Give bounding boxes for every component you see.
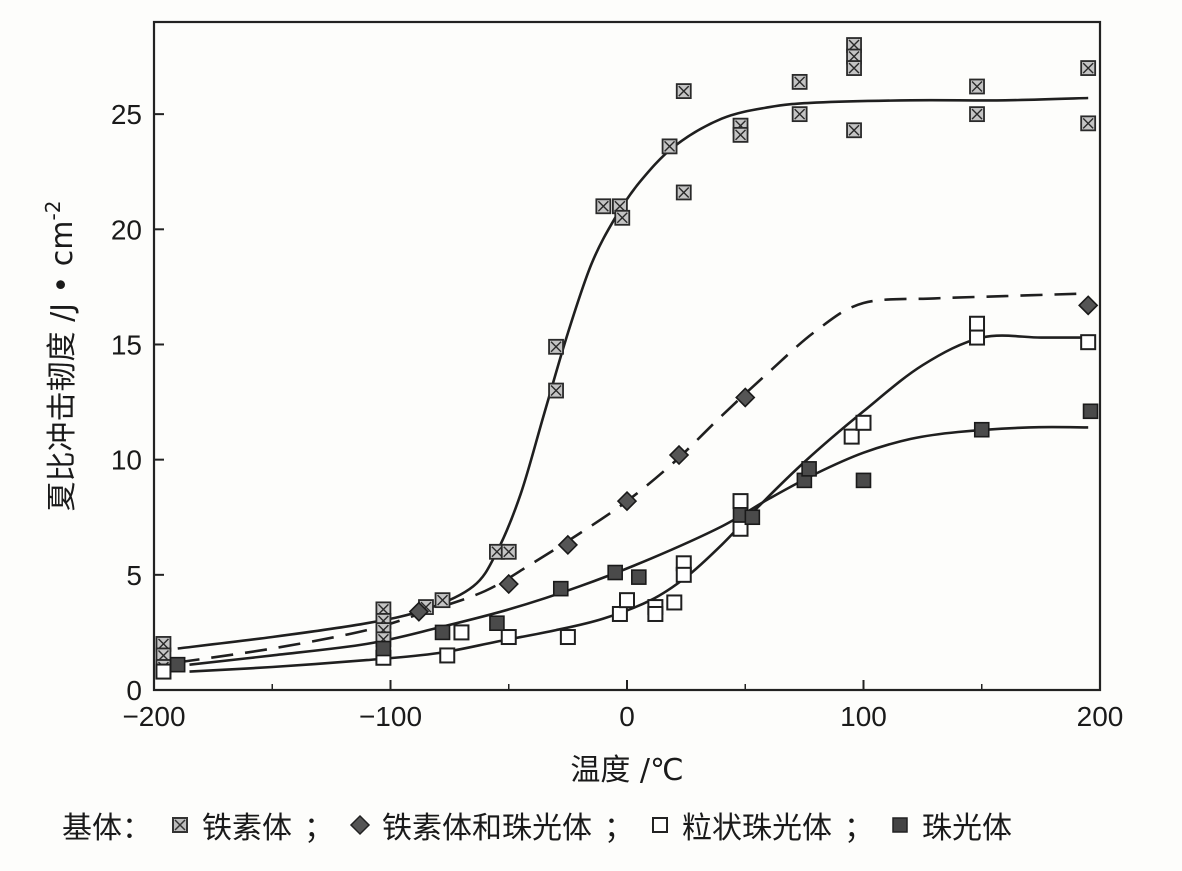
data-point-3 [744,509,761,526]
y-axis-label-dot: • [45,266,80,303]
data-point-0 [500,543,517,560]
data-point-2 [969,315,986,332]
crossed-square-marker-icon [172,817,188,833]
legend-label: 铁素体 [202,811,292,846]
data-point-0 [595,198,612,215]
data-point-0 [155,636,172,652]
data-point-1 [616,490,638,512]
data-point-0 [675,83,692,100]
legend-item-ferrite-pearlite: 铁素体和珠光体 ； [348,803,634,847]
y-axis-label-unit: cm [45,220,80,266]
x-tick-label: 100 [840,701,887,732]
legend-item-pearlite: 珠光体 [888,803,1012,847]
data-point-2 [1080,334,1097,351]
legend-separator: ； [844,811,874,846]
data-point-0 [548,338,564,355]
data-point-3 [855,472,872,489]
data-point-1 [557,534,579,556]
legend-item-granular-pearlite: 粒状珠光体 ； [648,803,874,847]
data-point-1 [1078,295,1099,316]
data-point-2 [675,566,692,583]
data-point-2 [843,428,860,445]
y-tick-label: 25 [111,99,142,130]
legend-separator: ； [604,811,634,846]
y-tick-label: 20 [111,214,142,245]
data-point-2 [732,493,749,510]
x-axis-label: 温度 /℃ [570,753,683,788]
x-tick-label: 200 [1077,701,1124,732]
data-point-0 [1080,60,1097,76]
data-point-2 [969,329,986,346]
data-point-2 [559,629,576,646]
y-axis-label-exp: -2 [41,201,65,221]
legend-lead: 基体： [62,811,152,846]
diamond-marker-icon [349,814,371,836]
data-point-0 [434,592,451,609]
open-square-marker-icon [652,817,668,833]
plot-border [152,20,1102,692]
data-point-3 [489,615,505,632]
data-point-1 [735,387,756,408]
data-point-0 [1080,115,1097,132]
data-point-0 [846,60,862,76]
data-point-2 [666,594,683,611]
data-point-3 [801,461,817,477]
data-point-0 [969,78,985,95]
series-curve-3 [189,425,1089,666]
data-point-3 [1082,403,1099,420]
data-point-0 [732,126,749,143]
series-curves [177,96,1089,673]
data-point-3 [552,580,569,597]
legend-separator: ； [304,811,334,846]
data-point-3 [169,656,186,673]
y-tick-label: 5 [126,560,142,591]
data-point-0 [661,138,678,155]
x-tick-label: 0 [619,701,635,732]
data-point-0 [969,106,985,123]
legend-label: 珠光体 [922,811,1012,846]
data-point-2 [453,624,470,641]
series-curve-2 [189,334,1089,673]
filled-square-marker-icon [892,817,908,833]
data-point-2 [611,605,628,622]
data-point-0 [791,73,808,90]
data-point-3 [434,624,451,641]
data-point-0 [675,184,692,201]
axis-ticks: −200 −100 0 100 200 0 5 10 15 20 25 [111,99,1124,732]
data-point-2 [647,605,664,622]
data-point-0 [155,647,172,664]
y-axis-label-main: 夏比冲击韧度 /J [45,303,80,512]
data-point-1 [498,573,519,595]
data-point-0 [846,37,862,53]
data-point-3 [973,421,990,438]
legend: 基体： 铁素体 ； 铁素体和珠光体 ； 粒状珠光体 ； 珠光体 [62,800,1172,850]
data-point-3 [375,640,392,657]
data-point-3 [631,569,647,585]
data-point-0 [846,122,862,139]
data-point-0 [791,106,808,123]
y-tick-label: 10 [111,445,142,476]
y-tick-label: 0 [126,675,142,706]
y-axis-label: 夏比冲击韧度 /J • cm-2 [41,201,80,512]
legend-label: 铁素体和珠光体 [382,811,592,846]
data-point-3 [607,564,623,581]
plot-frame [152,20,1102,692]
y-tick-label: 15 [111,329,142,360]
x-tick-label: −200 [122,701,185,732]
data-point-1 [408,601,430,622]
legend-item-ferrite: 铁素体 ； [168,803,334,847]
chart-area: −200 −100 0 100 200 0 5 10 15 20 25 温度 /℃ 夏比冲击韧度 /… [41,20,1124,788]
data-point-2 [619,592,635,609]
data-point-2 [155,663,172,680]
data-point-2 [439,647,456,664]
data-point-1 [668,444,690,466]
data-point-0 [489,543,505,560]
series-points [155,37,1099,680]
x-tick-label: −100 [359,701,422,732]
data-point-2 [855,414,872,431]
legend-label: 粒状珠光体 [682,811,832,846]
data-point-0 [548,382,564,399]
data-point-2 [500,629,517,646]
data-point-0 [614,209,631,226]
